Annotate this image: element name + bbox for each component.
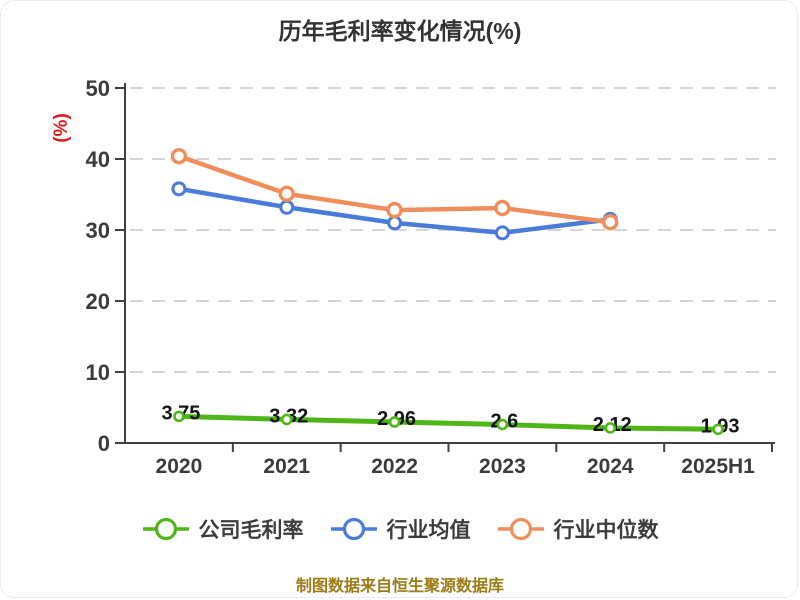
chart-legend: 公司毛利率 行业均值 行业中位数 (0, 514, 800, 544)
legend-label-industry-mean: 行业均值 (386, 519, 471, 542)
x-tick-label: 2022 (371, 455, 418, 478)
y-tick-label: 30 (86, 218, 110, 243)
y-tick-label: 10 (86, 360, 110, 385)
series-line-0 (176, 413, 721, 432)
data-point-marker (712, 423, 724, 436)
x-tick-label: 2024 (587, 455, 634, 478)
y-tick-label: 20 (86, 289, 110, 314)
orange-line-marker-icon (497, 517, 544, 541)
legend-label-industry-median: 行业中位数 (553, 519, 659, 542)
data-point-marker (279, 199, 295, 215)
x-tick-label: 2025H1 (681, 455, 755, 478)
data-point-marker (494, 199, 511, 217)
chart-title: 历年毛利率变化情况(%) (278, 18, 522, 44)
blue-line-marker-icon (330, 517, 377, 541)
data-point-marker (388, 416, 401, 428)
data-point-marker (170, 147, 188, 165)
data-point-marker (602, 213, 619, 231)
data-point-marker (173, 410, 185, 423)
x-tick-label: 2023 (479, 455, 526, 478)
y-tick-label: 50 (86, 76, 110, 101)
data-point-marker (496, 418, 509, 431)
data-point-marker (278, 185, 295, 202)
data-point-marker (171, 181, 187, 197)
data-source-footnote: 制图数据来自恒生聚源数据库 (295, 578, 504, 595)
legend-label-company-gross-margin: 公司毛利率 (198, 519, 304, 542)
x-tick-label: 2021 (263, 455, 310, 478)
y-tick-label: 0 (98, 431, 110, 456)
data-point-marker (387, 215, 403, 231)
data-point-marker (386, 201, 403, 219)
legend-item-company-gross-margin: 公司毛利率 (142, 514, 304, 544)
green-line-marker-icon (142, 517, 189, 541)
data-point-marker (280, 413, 293, 426)
data-point-marker (604, 422, 617, 434)
x-tick-label: 2020 (156, 455, 203, 478)
legend-item-industry-mean: 行业均值 (330, 514, 471, 544)
legend-item-industry-median: 行业中位数 (497, 514, 659, 544)
y-tick-label: 40 (86, 147, 110, 172)
data-point-marker (494, 225, 510, 241)
